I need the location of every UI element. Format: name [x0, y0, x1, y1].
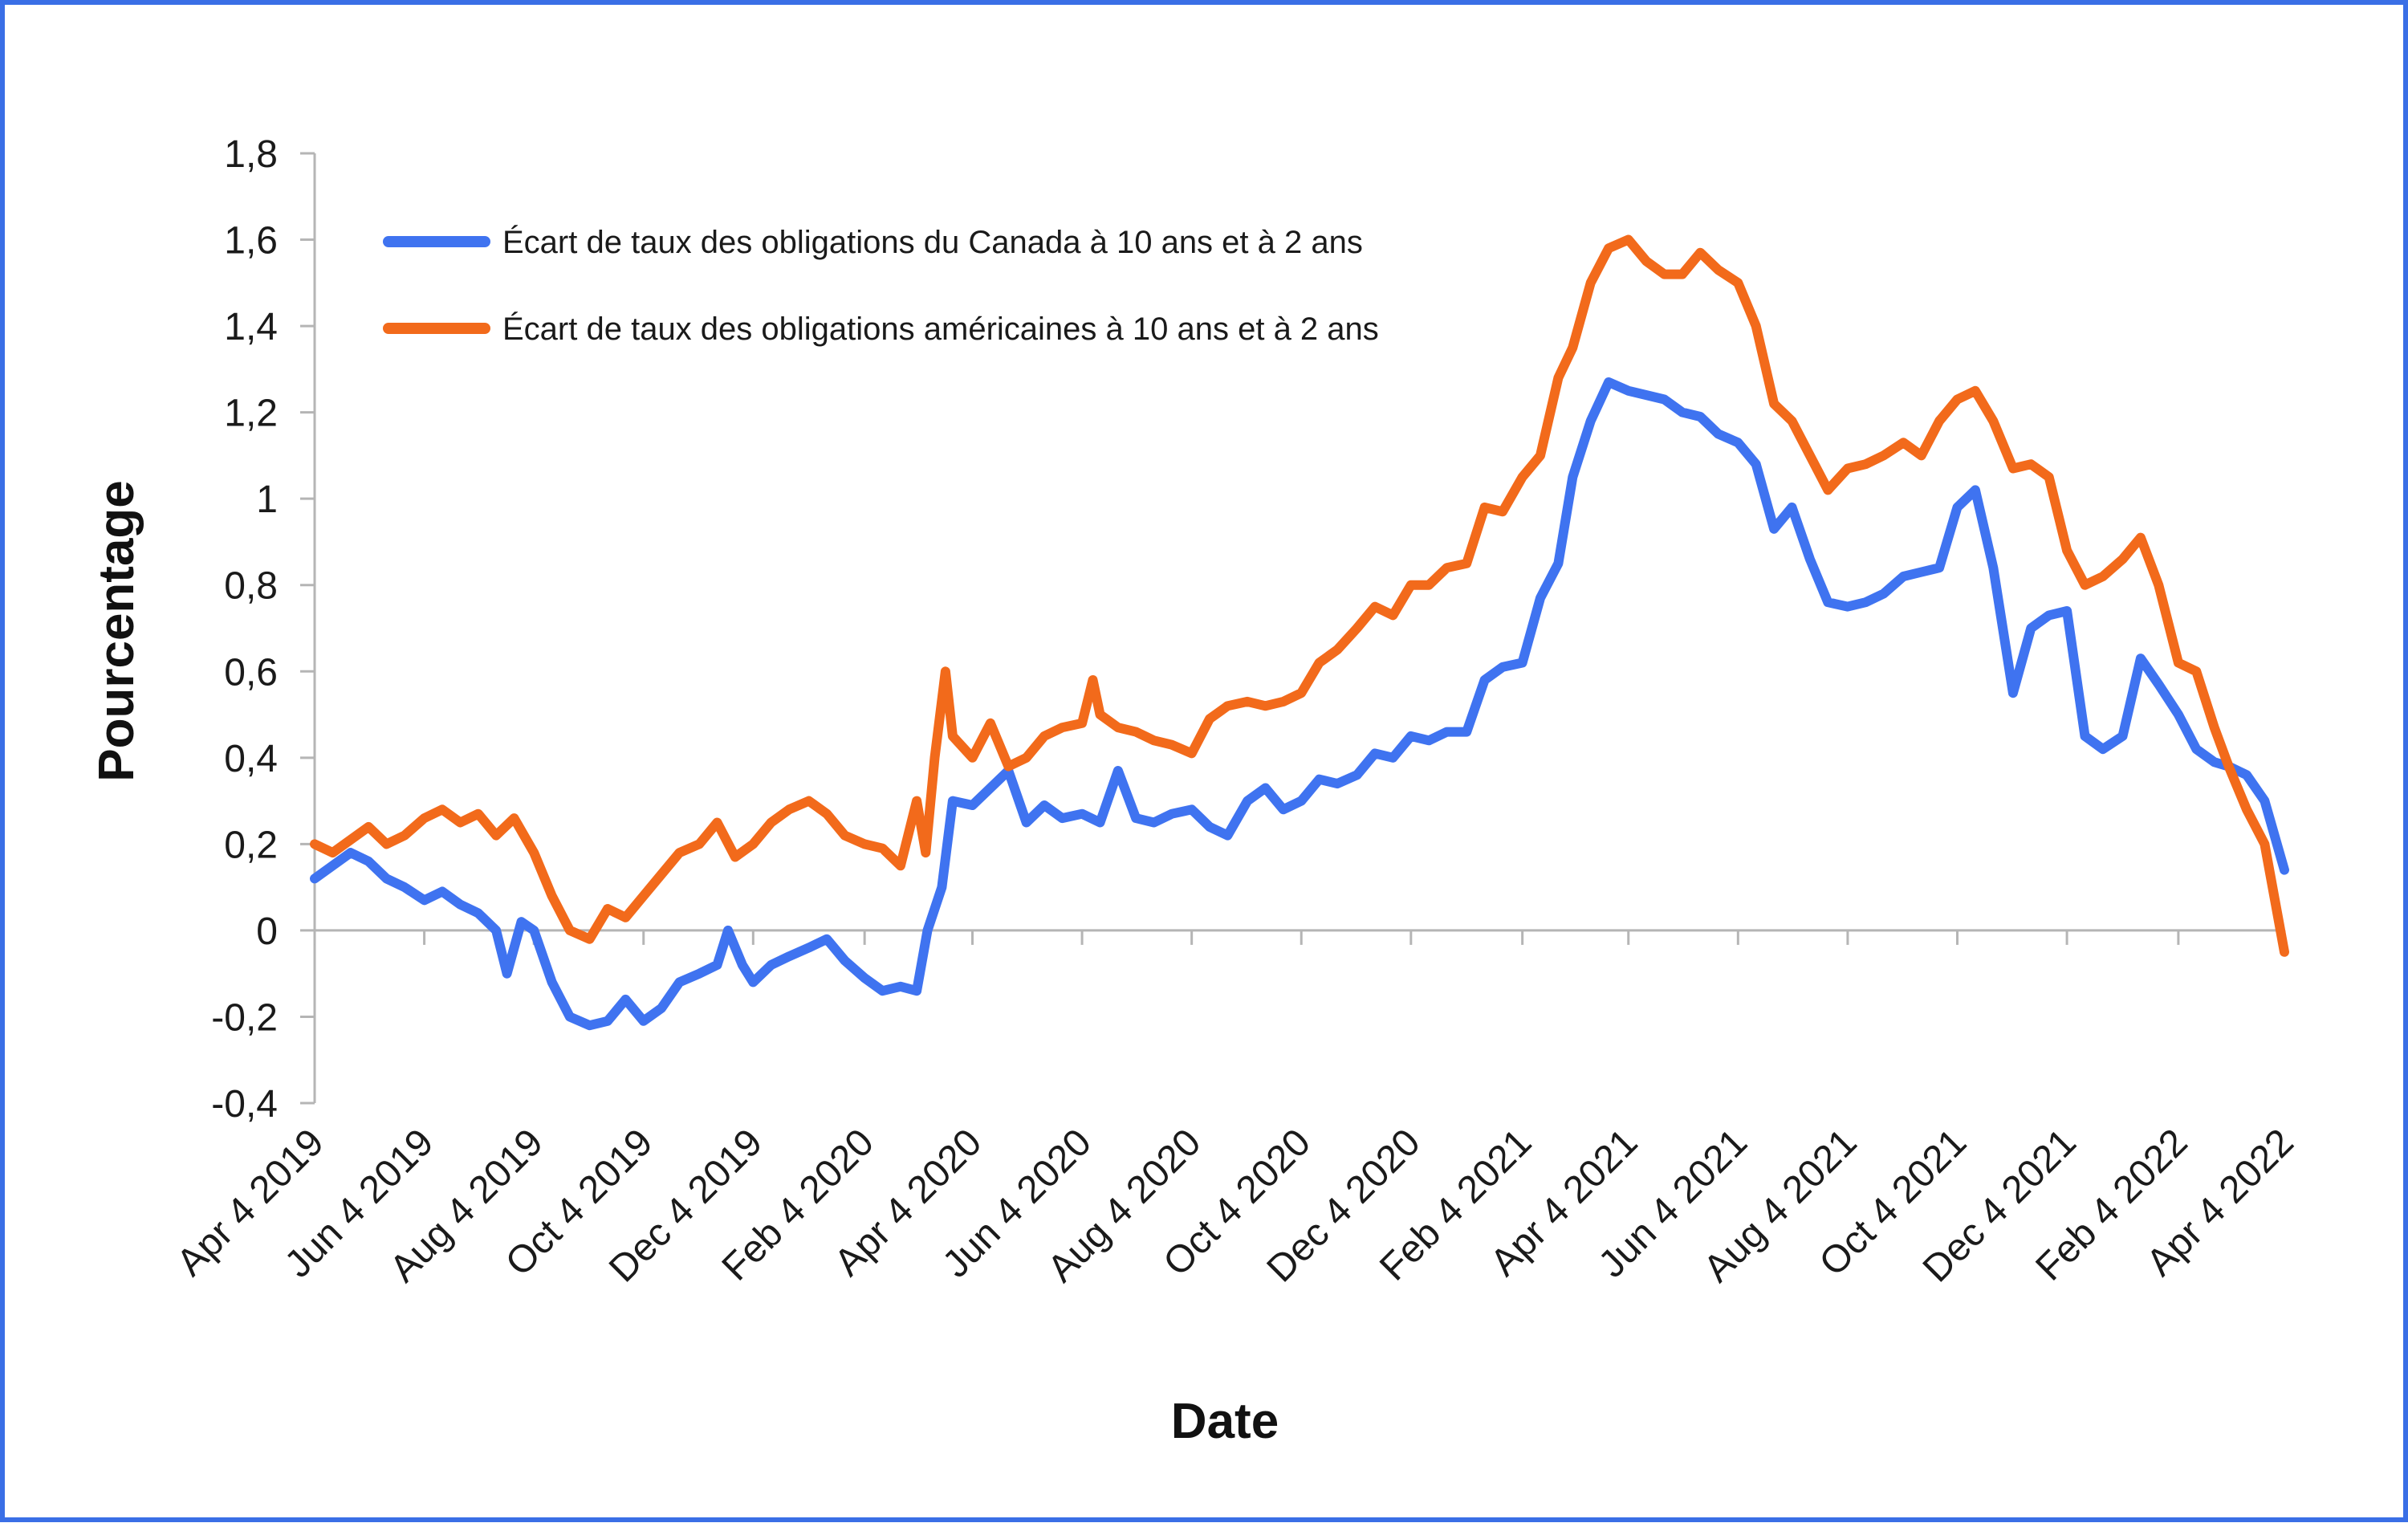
y-tick-label: -0,2 [211, 996, 278, 1039]
x-axis-title: Date [1171, 1394, 1279, 1449]
legend-label-1: Écart de taux des obligations américaine… [502, 311, 1379, 347]
y-tick-label: 0,8 [224, 565, 278, 608]
y-tick-label: -0,4 [211, 1083, 278, 1126]
series-line-0 [310, 377, 2289, 1031]
y-axis-title: Pourcentage [89, 480, 144, 782]
y-tick-label: 1,4 [224, 306, 278, 348]
y-tick-label: 1 [256, 478, 278, 521]
y-tick-label: 0 [256, 910, 278, 953]
series-lines [310, 234, 2289, 1031]
legend-label-0: Écart de taux des obligations du Canada … [502, 224, 1363, 260]
legend: Écart de taux des obligations du Canada … [383, 224, 1379, 347]
y-tick-label: 1,8 [224, 133, 278, 176]
y-tick-label: 1,2 [224, 393, 278, 435]
y-tick-label: 1,6 [224, 220, 278, 263]
series-line-1 [310, 234, 2289, 957]
y-tick-label: 0,4 [224, 738, 278, 780]
y-tick-label: 0,2 [224, 824, 278, 866]
y-tick-label: 0,6 [224, 651, 278, 694]
